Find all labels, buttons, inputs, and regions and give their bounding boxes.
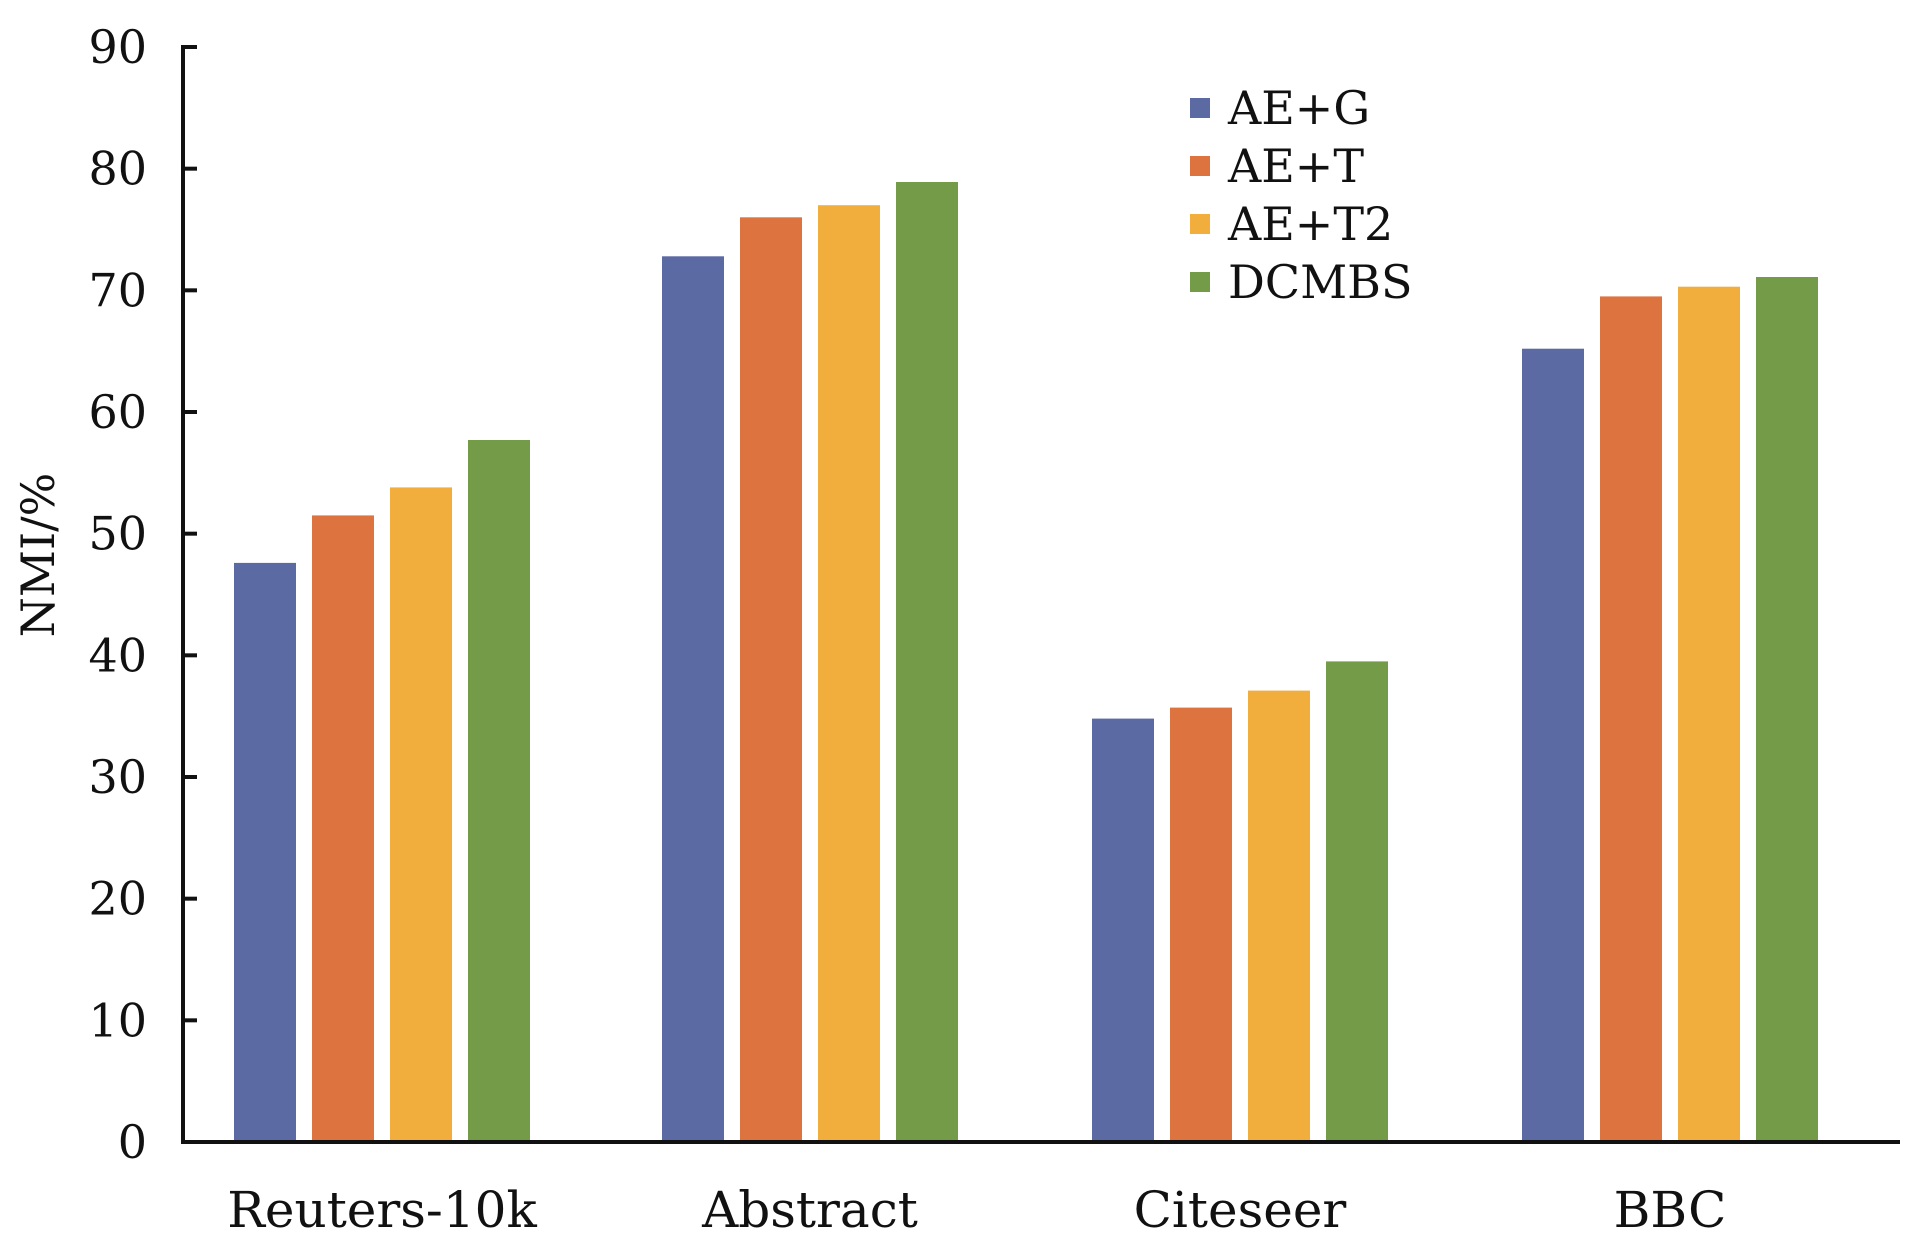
bar-reuters-10k-ae-t2: [390, 487, 452, 1142]
bar-citeseer-ae-g: [1092, 718, 1154, 1142]
legend-swatch: [1190, 98, 1210, 118]
y-tick-label: 10: [88, 993, 147, 1047]
bar-abstract-ae-g: [662, 256, 724, 1142]
y-tick-label: 40: [88, 628, 147, 682]
bar-citeseer-ae-t: [1170, 707, 1232, 1142]
x-tick-label: Citeseer: [1134, 1181, 1347, 1239]
bar-bbc-ae-g: [1522, 348, 1584, 1142]
bars-layer: [234, 182, 1818, 1143]
x-tick-label: Reuters-10k: [227, 1181, 537, 1239]
x-tick-label: Abstract: [701, 1181, 918, 1239]
bar-reuters-10k-dcmbs: [468, 440, 530, 1142]
legend-label: DCMBS: [1228, 255, 1413, 309]
legend-swatch: [1190, 214, 1210, 234]
x-tick-label: BBC: [1614, 1181, 1727, 1239]
legend-label: AE+G: [1227, 81, 1370, 135]
legend-swatch: [1190, 156, 1210, 176]
bar-reuters-10k-ae-g: [234, 562, 296, 1142]
bar-abstract-dcmbs: [896, 182, 958, 1142]
y-tick-label: 0: [118, 1115, 147, 1169]
legend-swatch: [1190, 272, 1210, 292]
x-axis: Reuters-10k Abstract Citeseer BBC: [181, 1140, 1900, 1239]
legend-label: AE+T: [1227, 139, 1364, 193]
y-axis-title: NMI/%: [11, 473, 65, 638]
y-tick-label: 60: [88, 385, 147, 439]
bar-abstract-ae-t2: [818, 205, 880, 1142]
y-tick-label: 20: [88, 872, 147, 926]
y-tick-label: 80: [88, 142, 147, 196]
y-tick-label: 70: [88, 263, 147, 317]
bar-bbc-ae-t2: [1678, 286, 1740, 1142]
bar-citeseer-ae-t2: [1248, 690, 1310, 1142]
bar-abstract-ae-t: [740, 217, 802, 1143]
y-tick-label: 90: [88, 20, 147, 74]
y-tick-label: 50: [88, 507, 147, 561]
bar-bbc-ae-t: [1600, 296, 1662, 1142]
bar-reuters-10k-ae-t: [312, 515, 374, 1142]
bar-citeseer-dcmbs: [1326, 661, 1388, 1142]
legend-label: AE+T2: [1227, 197, 1393, 251]
y-axis: 0 10 20 30 40 50 60 70 80 90: [88, 20, 197, 1169]
bar-bbc-dcmbs: [1756, 277, 1818, 1142]
y-tick-label: 30: [88, 750, 147, 804]
